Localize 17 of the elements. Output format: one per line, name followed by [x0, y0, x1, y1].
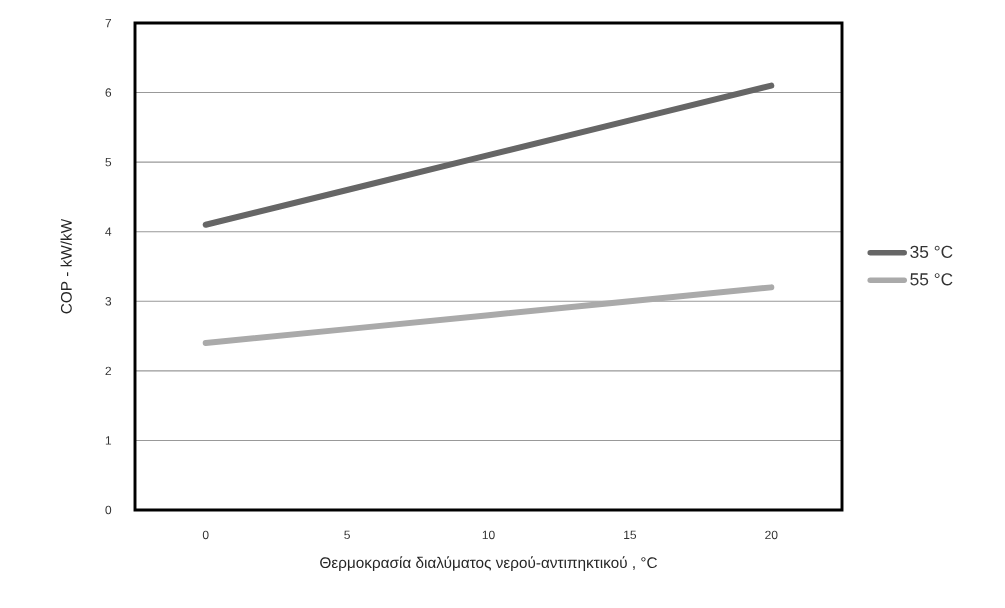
legend-label: 35 °C — [910, 245, 953, 258]
y-tick-label: 5 — [105, 157, 112, 167]
y-tick-label: 6 — [105, 88, 112, 97]
y-tick-label: 7 — [105, 18, 112, 28]
x-tick-label: 20 — [765, 530, 778, 540]
y-tick-label: 1 — [105, 436, 112, 445]
x-tick-label: 5 — [344, 530, 350, 540]
legend-label: 55 °C — [910, 273, 953, 286]
x-axis-title: Θερμοκρασία διαλύματος νερού-αντιπηκτικού , °C — [320, 556, 657, 572]
y-tick-label: 0 — [105, 505, 112, 515]
y-tick-label: 2 — [105, 366, 112, 376]
x-tick-label: 0 — [202, 530, 209, 540]
x-tick-label: 15 — [624, 530, 637, 540]
y-tick-label: 4 — [105, 227, 112, 236]
y-axis-title: COP - kW/kW — [60, 218, 72, 314]
x-tick-label: 10 — [482, 530, 495, 540]
y-tick-label: 3 — [105, 297, 112, 306]
